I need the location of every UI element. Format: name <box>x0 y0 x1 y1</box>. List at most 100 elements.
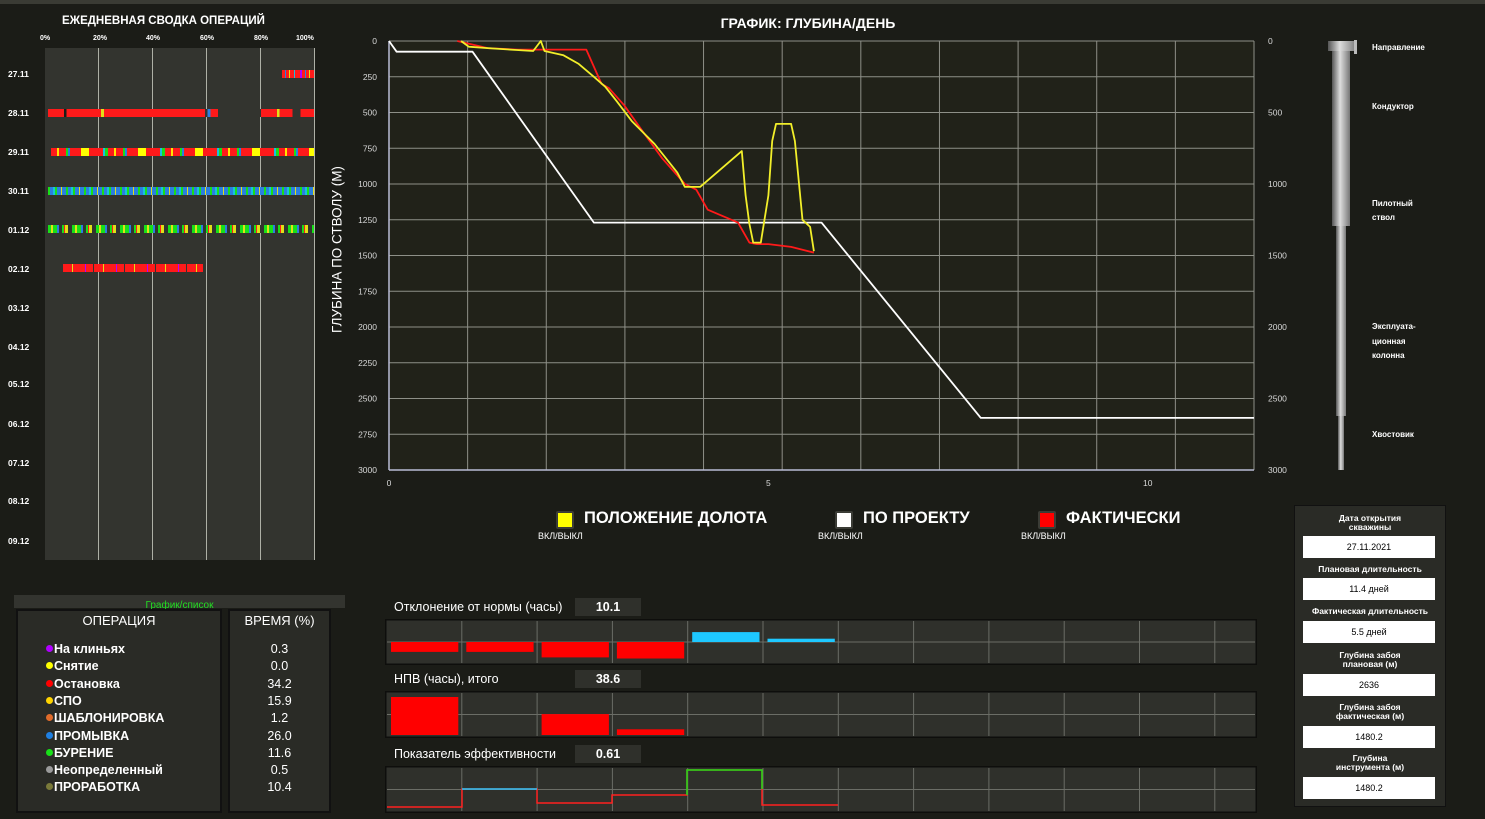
operation-row: На клиньях <box>46 642 125 656</box>
operation-row: Неопределенный <box>46 763 163 777</box>
npv-value: 38.6 <box>575 670 641 688</box>
summary-pct-axis: 0% 20% 40% 60% 80% 100% <box>0 35 330 47</box>
summary-panel[interactable] <box>45 48 315 560</box>
legend-bit-position-toggle[interactable]: ВКЛ/ВЫКЛ <box>538 531 583 541</box>
operation-name: ПРОМЫВКА <box>54 728 130 743</box>
operation-header: ОПЕРАЦИЯ <box>82 613 156 628</box>
operation-row: ПРОРАБОТКА <box>46 780 140 794</box>
operation-row: ШАБЛОНИРОВКА <box>46 711 164 725</box>
tool-depth-label: Глубина инструмента (м) <box>1335 753 1405 772</box>
legend-plan-toggle[interactable]: ВКЛ/ВЫКЛ <box>818 531 863 541</box>
efficiency-value: 0.61 <box>575 745 641 763</box>
section-label: ционная <box>1372 337 1406 346</box>
y-tick-label: 3000 <box>358 465 377 475</box>
operation-name: ПРОРАБОТКА <box>54 780 141 795</box>
operation-strip <box>51 148 314 156</box>
y-tick-label: 0 <box>372 36 377 46</box>
date-label: 29.11 <box>8 147 29 157</box>
gridline <box>98 48 99 560</box>
operation-strip <box>48 109 314 117</box>
y-tick-label: 1750 <box>358 286 377 296</box>
y-tick-label: 1500 <box>358 251 377 261</box>
section-label: ствол <box>1372 213 1395 222</box>
operation-row: Остановка <box>46 677 120 691</box>
operation-color-dot <box>46 645 53 652</box>
section-label: колонна <box>1372 351 1405 360</box>
npv-bar <box>391 697 459 735</box>
operation-name: СПО <box>54 693 82 708</box>
date-label: 07.12 <box>8 458 30 468</box>
date-label: 06.12 <box>8 419 30 429</box>
casing-conductor <box>1332 51 1350 226</box>
legend-plan-label: ПО ПРОЕКТУ <box>863 509 970 527</box>
pct-tick: 100% <box>296 35 314 42</box>
casing-liner <box>1338 416 1344 470</box>
operation-name: Неопределенный <box>54 763 163 778</box>
chart-title: ГРАФИК: ГЛУБИНА/ДЕНЬ <box>720 15 896 31</box>
operation-row: БУРЕНИЕ <box>46 746 113 760</box>
operation-color-dot <box>46 679 53 687</box>
operation-color-dot <box>46 714 53 722</box>
y-tick-label-right: 0 <box>1268 36 1273 46</box>
operation-color-dot <box>46 766 53 774</box>
operation-color-dot <box>46 731 53 739</box>
y-tick-label: 1250 <box>358 215 377 225</box>
npv-chart <box>385 691 1257 738</box>
x-tick-label: 0 <box>387 478 392 488</box>
date-label: 05.12 <box>8 379 30 389</box>
date-labels: 27.11 28.11 29.11 30.11 01.12 02.12 03.1… <box>8 0 44 560</box>
y-tick-label-right: 2500 <box>1268 394 1287 404</box>
legend-bit-position-label: ПОЛОЖЕНИЕ ДОЛОТА <box>584 509 768 527</box>
deviation-bar <box>541 642 609 658</box>
section-label: Хвостовик <box>1372 430 1414 439</box>
toggle-label: График/список <box>145 600 214 611</box>
actual-duration-label: Фактическая длительность <box>1311 606 1429 616</box>
efficiency-label: Показатель эффективности <box>394 747 556 761</box>
section-label: Пилотный <box>1372 199 1413 208</box>
open-date-value: 27.11.2021 <box>1303 536 1435 558</box>
operation-row: ПРОМЫВКА <box>46 729 129 743</box>
operation-color-dot <box>46 662 53 670</box>
planned-depth-value: 2636 <box>1303 674 1435 696</box>
depth-chart[interactable]: 0250500750100012501500175020002250250027… <box>340 30 1300 490</box>
actual-depth-line <box>457 40 815 254</box>
date-label: 02.12 <box>8 264 30 274</box>
operation-name: ШАБЛОНИРОВКА <box>54 711 165 726</box>
efficiency-line <box>686 769 763 795</box>
date-label: 30.11 <box>8 186 29 196</box>
operation-time-value: 10.4 <box>267 780 292 795</box>
legend-plan-swatch <box>835 511 853 529</box>
operation-color-dot <box>46 696 53 704</box>
bit-position-line <box>460 40 815 252</box>
plan-depth-line <box>388 40 1254 419</box>
y-tick-label-right: 2000 <box>1268 322 1287 332</box>
operation-time-value: 1.2 <box>270 711 289 726</box>
operation-name: БУРЕНИЕ <box>54 745 114 760</box>
operation-time-value: 0.5 <box>270 763 289 778</box>
chart-list-toggle[interactable]: График/список <box>14 595 345 611</box>
deviation-label: Отклонение от нормы (часы) <box>394 600 563 614</box>
pct-tick: 40% <box>146 35 161 42</box>
deviation-bar <box>466 642 534 652</box>
legend-actual-toggle[interactable]: ВКЛ/ВЫКЛ <box>1021 531 1066 541</box>
y-tick-label: 250 <box>363 72 377 82</box>
date-label: 28.11 <box>8 108 29 118</box>
operation-color-dot <box>46 783 53 791</box>
planned-depth-label: Глубина забоя плановая (м) <box>1339 650 1401 669</box>
operation-strip <box>63 264 203 272</box>
gridline <box>260 48 261 560</box>
planned-duration-value: 11.4 дней <box>1303 578 1435 600</box>
summary-title: ЕЖЕДНЕВНАЯ СВОДКА ОПЕРАЦИЙ <box>62 15 265 27</box>
deviation-bar <box>391 642 459 652</box>
operation-time-value: 15.9 <box>267 693 292 708</box>
date-label: 08.12 <box>8 496 30 506</box>
npv-bar <box>541 714 609 735</box>
y-tick-label-right: 1000 <box>1268 179 1287 189</box>
section-label: Эксплуата- <box>1372 322 1416 331</box>
operation-time-value: 34.2 <box>267 676 292 691</box>
casing-flange <box>1354 40 1357 54</box>
x-tick-label: 5 <box>766 478 771 488</box>
operation-time-value: 11.6 <box>267 745 292 760</box>
y-tick-label-right: 3000 <box>1268 465 1287 475</box>
operation-name: Остановка <box>54 676 120 691</box>
